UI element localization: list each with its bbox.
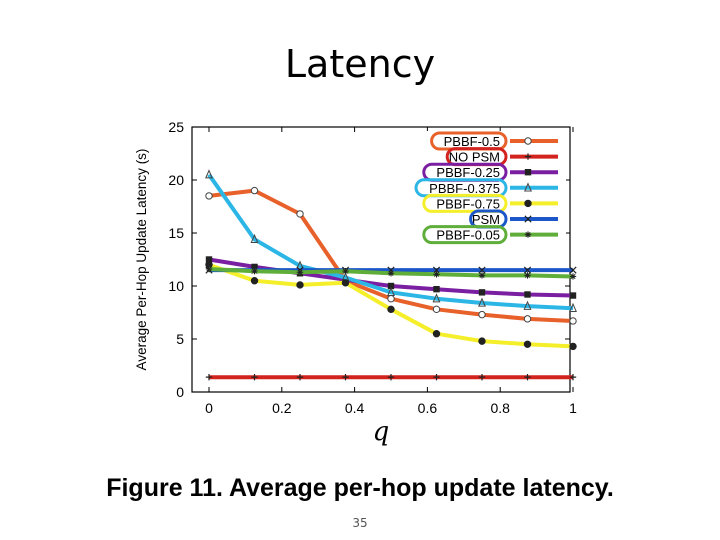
legend-label: PBBF-0.375 [429, 181, 500, 196]
series-pbbf-0-75 [205, 261, 577, 351]
data-point [387, 295, 395, 303]
data-point [524, 137, 532, 145]
y-tick-label: 10 [168, 278, 184, 294]
data-point [523, 315, 532, 323]
x-tick-label: 0.4 [345, 400, 365, 416]
data-point [569, 266, 577, 274]
data-point [342, 373, 349, 381]
plot-frame [191, 126, 571, 393]
data-point [205, 265, 213, 273]
data-point [523, 266, 532, 274]
data-point [251, 267, 258, 275]
data-point [478, 289, 486, 296]
data-point [250, 233, 259, 244]
data-point [478, 337, 486, 345]
data-point [569, 342, 577, 351]
legend-label: PSM [472, 212, 500, 227]
data-point [569, 302, 577, 312]
data-point [478, 272, 486, 279]
data-point [524, 291, 531, 298]
data-point [478, 266, 486, 274]
y-tick-label: 20 [168, 172, 184, 188]
data-point [205, 192, 213, 200]
legend-highlight [422, 225, 508, 245]
data-point [433, 271, 440, 278]
legend-label: PBBF-0.5 [444, 134, 500, 149]
legend-label: PBBF-0.05 [436, 228, 500, 243]
series-line [208, 257, 574, 298]
y-tick-label: 15 [168, 225, 184, 241]
data-point [341, 279, 350, 287]
data-point [387, 305, 395, 314]
legend-item: PBBF-0.25 [422, 162, 558, 182]
data-point [250, 186, 259, 195]
legend-label: PBBF-0.25 [436, 165, 500, 180]
data-point [387, 270, 395, 277]
x-tick-label: 1 [569, 400, 577, 416]
data-point [524, 153, 532, 160]
x-tick-label: 0 [205, 400, 213, 416]
data-point [296, 210, 304, 218]
x-tick-label: 0.2 [272, 400, 292, 416]
y-tick-label: 5 [176, 331, 184, 347]
data-point [524, 231, 532, 238]
data-point [250, 277, 259, 285]
data-point [523, 300, 532, 310]
data-point [387, 286, 395, 297]
data-point [523, 340, 532, 348]
data-point [205, 169, 213, 179]
data-point [296, 281, 304, 289]
series-pbbf-0-05 [205, 265, 577, 280]
data-point [296, 373, 304, 381]
data-point [433, 373, 440, 381]
legend-highlight [422, 193, 508, 213]
data-point [433, 285, 440, 293]
legend-label: NO PSM [449, 150, 500, 165]
legend: PBBF-0.5NO PSMPBBF-0.25PBBF-0.375PBBF-0.… [412, 131, 566, 245]
legend-item: PBBF-0.05 [422, 225, 558, 245]
x-tick-label: 0.6 [418, 400, 438, 416]
data-point [342, 267, 349, 275]
data-point [251, 373, 258, 381]
data-point [432, 330, 441, 338]
x-axis-label: q [373, 417, 390, 447]
data-point [478, 310, 486, 319]
series-line [207, 173, 574, 311]
data-point [251, 263, 258, 271]
data-point [205, 256, 213, 263]
x-tick-label: 0.8 [490, 400, 510, 416]
data-point [432, 293, 441, 303]
data-point [387, 282, 395, 290]
data-point [569, 373, 577, 381]
y-tick-label: 25 [168, 119, 184, 135]
page-number: 35 [352, 516, 368, 530]
data-point [569, 317, 577, 325]
data-point [205, 373, 213, 381]
legend-item: NO PSM [445, 147, 558, 167]
legend-item: PBBF-0.75 [422, 193, 558, 213]
data-point [524, 373, 531, 381]
series-no-psm [205, 373, 577, 381]
legend-label: PBBF-0.75 [436, 196, 500, 211]
y-axis-label: Average Per-Hop Update Latency (s) [134, 149, 149, 371]
slide-title: Latency [284, 42, 436, 86]
data-point [524, 169, 532, 176]
data-point [524, 199, 532, 208]
data-point [524, 182, 532, 192]
data-point [524, 215, 532, 223]
data-point [569, 273, 577, 280]
data-point [432, 305, 441, 314]
data-point [296, 269, 304, 276]
data-point [478, 297, 486, 307]
y-tick-label: 0 [176, 384, 184, 400]
data-point [478, 373, 486, 381]
data-point [524, 272, 531, 279]
data-point [387, 373, 395, 381]
figure-caption: Figure 11. Average per-hop update latenc… [106, 474, 614, 502]
data-point [569, 292, 577, 299]
